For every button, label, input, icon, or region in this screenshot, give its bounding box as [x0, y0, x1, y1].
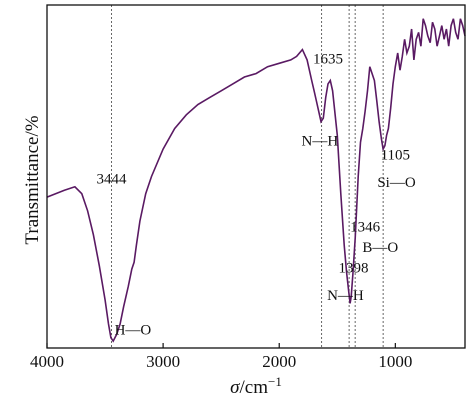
annotation-label: 1635 [313, 51, 343, 67]
annotations: 3444 H—O 1635 N—H 1105 Si—O 1346 B—O 1398 N—H [97, 51, 416, 338]
x-tick-label: 3000 [146, 352, 180, 371]
annotation-label: N—H [327, 288, 364, 304]
annotation-label: B—O [362, 240, 398, 256]
annotation-label: Si—O [377, 175, 416, 191]
x-axis-ticks: 4000 3000 2000 1000 [30, 343, 412, 371]
x-axis-title: σ/cm−1 [230, 374, 282, 398]
x-tick-label: 4000 [30, 352, 64, 371]
annotation-label: 1398 [339, 261, 369, 277]
annotation-label: 3444 [97, 171, 128, 187]
annotation-label: 1105 [381, 147, 410, 163]
x-tick-label: 1000 [378, 352, 412, 371]
annotation-label: 1346 [350, 219, 381, 235]
x-axis-title-symbol: σ [230, 377, 240, 398]
y-axis-title: Transmittance/% [22, 115, 43, 244]
plot-frame [46, 4, 466, 349]
x-axis-title-unit: /cm [240, 377, 269, 398]
series-line [46, 18, 466, 343]
annotation-label: N—H [302, 134, 339, 150]
x-tick-label: 2000 [262, 352, 296, 371]
annotation-label: H—O [115, 322, 152, 338]
x-axis-title-exponent: −1 [268, 374, 282, 389]
